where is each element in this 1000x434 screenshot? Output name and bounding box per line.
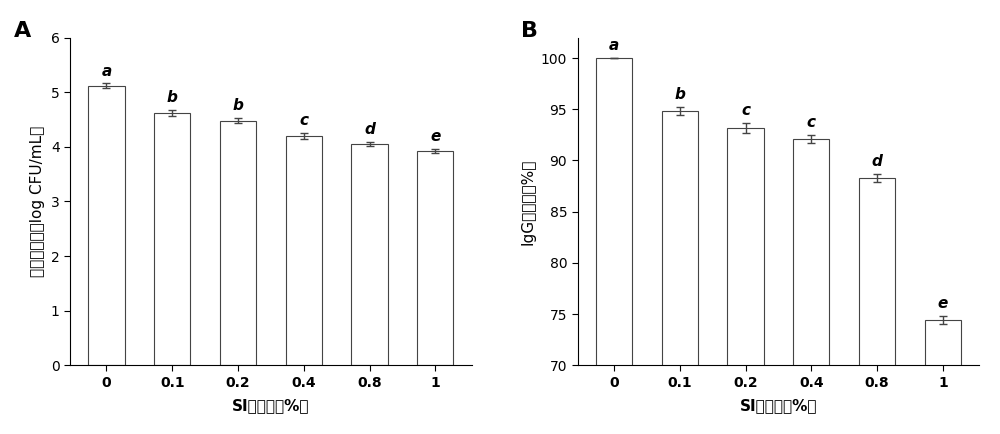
X-axis label: SI添加量（%）: SI添加量（%） xyxy=(232,398,310,413)
Bar xyxy=(596,58,632,434)
Text: e: e xyxy=(430,129,441,144)
Bar xyxy=(88,85,125,365)
Text: c: c xyxy=(299,113,308,128)
Bar xyxy=(793,139,829,434)
Bar xyxy=(286,136,322,365)
Text: a: a xyxy=(101,63,112,79)
Bar xyxy=(727,128,764,434)
Bar xyxy=(859,178,895,434)
Y-axis label: IgG保留率（%）: IgG保留率（%） xyxy=(520,158,535,245)
Text: c: c xyxy=(741,103,750,118)
Text: b: b xyxy=(674,87,685,102)
Text: A: A xyxy=(14,21,31,41)
Text: e: e xyxy=(938,296,948,311)
Text: B: B xyxy=(521,21,538,41)
Bar xyxy=(220,121,256,365)
Text: d: d xyxy=(872,154,882,169)
X-axis label: SI添加量（%）: SI添加量（%） xyxy=(740,398,817,413)
Text: a: a xyxy=(609,38,619,53)
Text: b: b xyxy=(167,90,178,105)
Bar xyxy=(662,111,698,434)
Text: c: c xyxy=(807,115,816,130)
Text: d: d xyxy=(364,122,375,137)
Bar xyxy=(925,320,961,434)
Bar xyxy=(154,113,190,365)
Bar xyxy=(351,144,388,365)
Bar xyxy=(417,151,453,365)
Text: b: b xyxy=(233,98,243,113)
Y-axis label: 微生物数量（log CFU/mL）: 微生物数量（log CFU/mL） xyxy=(30,126,45,277)
